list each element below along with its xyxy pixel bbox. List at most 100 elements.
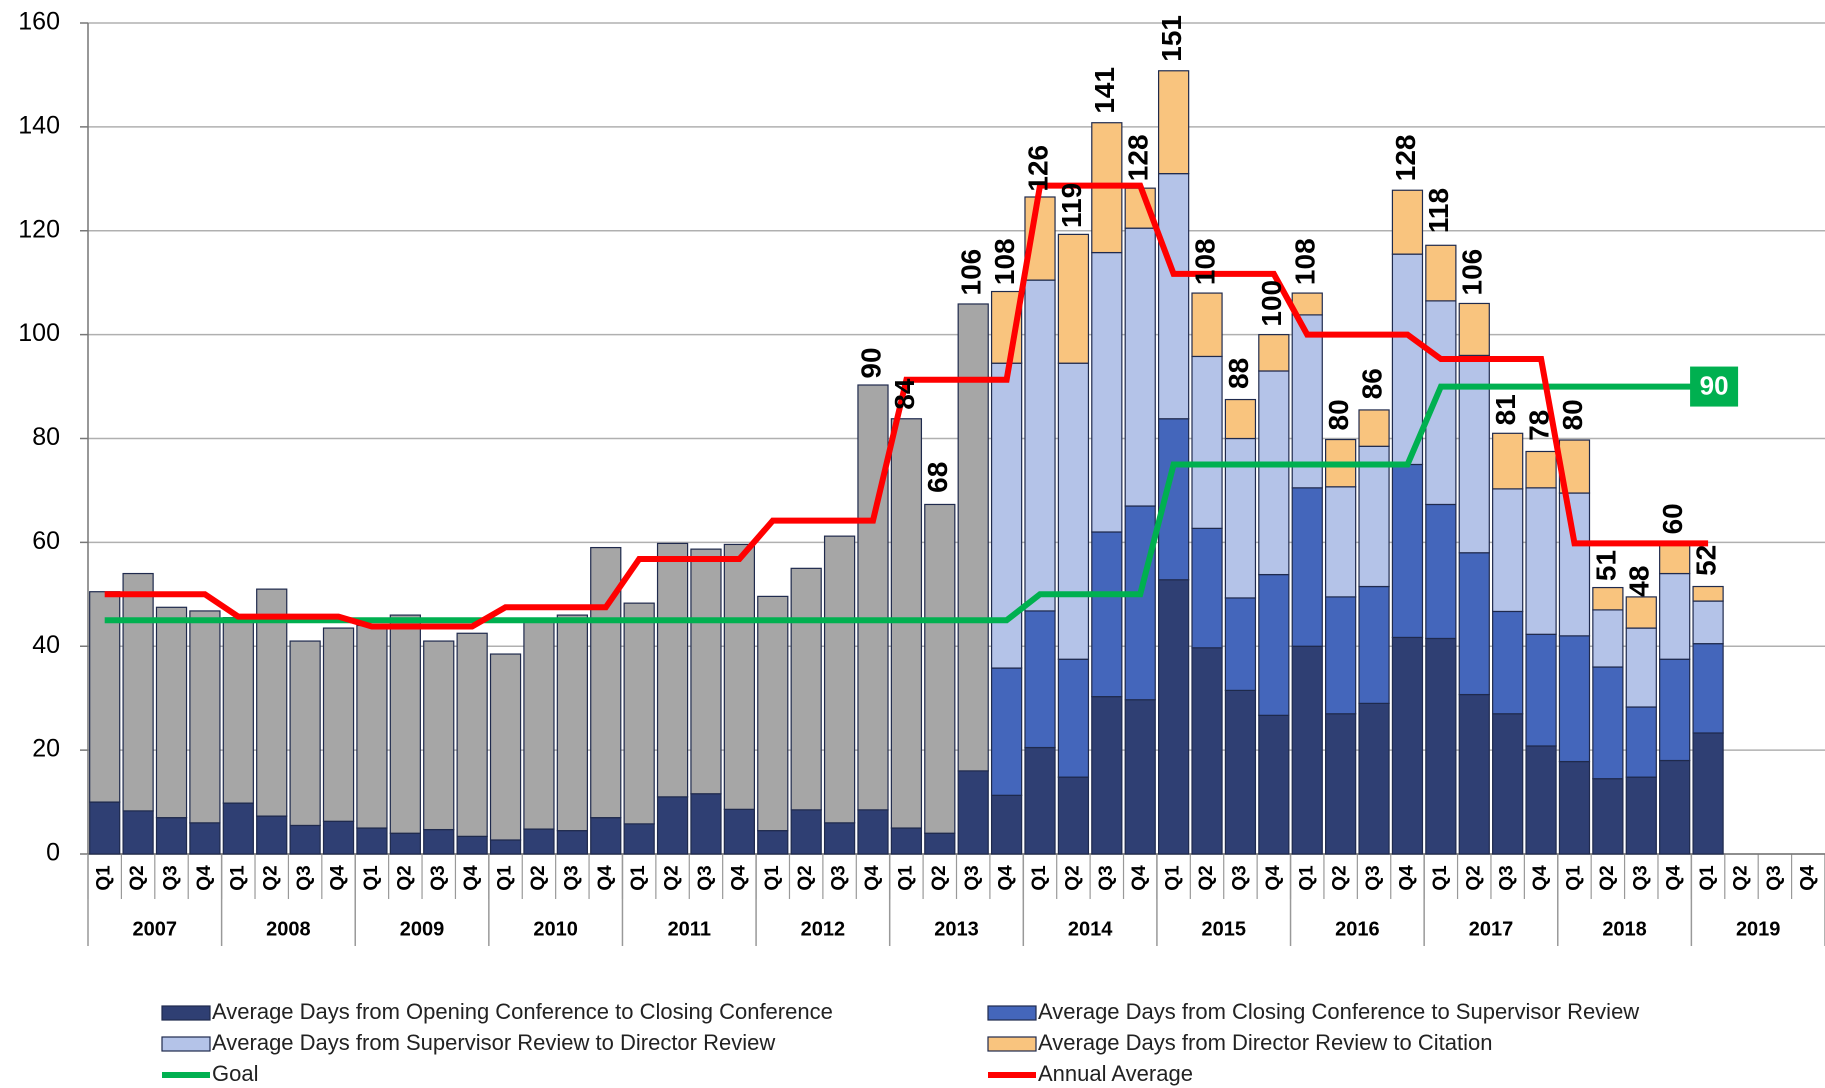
group-label: 2013 [934, 918, 979, 940]
bar-segment [189, 822, 221, 855]
total-label: 48 [1624, 566, 1655, 597]
bar-segment [790, 809, 822, 855]
bar-segment [1558, 635, 1591, 763]
legend-swatch [987, 1005, 1037, 1021]
total-label: 106 [1457, 249, 1488, 296]
line-series [104, 182, 1709, 630]
bar-segment [1625, 706, 1657, 778]
x-tick-label: Q3 [962, 865, 983, 890]
bar-segment [1191, 527, 1223, 649]
x-tick-label: Q1 [1563, 865, 1584, 891]
x-tick-label: Q1 [895, 865, 916, 891]
group-label: 2015 [1201, 918, 1246, 940]
bar-segment [1191, 292, 1223, 358]
x-tick-label: Q2 [662, 865, 683, 890]
bar-segment [256, 588, 288, 817]
bar-segment [1425, 244, 1457, 302]
bar-segment [757, 830, 789, 855]
bar-segment [656, 796, 689, 855]
bar-segment [1525, 745, 1557, 855]
legend-label: Goal [212, 1061, 258, 1086]
bar-segment [990, 667, 1023, 796]
x-tick-label: Q3 [695, 865, 716, 890]
bar-segment [1692, 600, 1724, 645]
x-tick-label: Q1 [762, 865, 783, 891]
x-tick-label: Q1 [1697, 865, 1718, 891]
bar-segment [1558, 760, 1591, 855]
bar-segment [1692, 643, 1724, 734]
x-tick-label: Q3 [1764, 865, 1785, 890]
x-tick-label: Q4 [1129, 865, 1150, 891]
x-tick-label: Q1 [628, 865, 649, 891]
x-tick-label: Q4 [728, 865, 749, 891]
bar-segment [957, 770, 989, 855]
y-tick-label: 60 [32, 527, 60, 555]
bar-segment [155, 606, 188, 819]
x-tick-label: Q3 [1363, 865, 1384, 890]
bar-segment [990, 794, 1023, 855]
legend-label: Average Days from Supervisor Review to D… [212, 1030, 775, 1055]
bar-segment [1425, 503, 1457, 640]
bar-segment [1057, 776, 1090, 855]
y-tick-label: 80 [32, 423, 60, 451]
legend-label: Annual Average [1038, 1061, 1193, 1086]
bar-segment [356, 827, 388, 855]
legend-label: Average Days from Closing Conference to … [1038, 999, 1639, 1024]
bar-segment [1525, 487, 1557, 635]
x-tick-label: Q1 [1029, 865, 1050, 891]
bar-segment [1391, 636, 1424, 855]
bar-segment [256, 815, 288, 855]
bar-segment [1425, 300, 1457, 506]
bar-segment [1224, 398, 1257, 440]
line-series [104, 383, 1709, 624]
group-label: 2009 [400, 918, 445, 940]
total-label: 108 [989, 238, 1020, 285]
goal-label-box [1690, 366, 1739, 407]
x-tick-label: Q1 [94, 865, 115, 891]
group-label: 2012 [801, 918, 846, 940]
bar-segment [1024, 279, 1056, 612]
bar-segment [1291, 314, 1323, 489]
x-tick-label: Q3 [294, 865, 315, 890]
bar-segment [924, 832, 956, 855]
bar-segment [1458, 552, 1490, 696]
bar-segment [1224, 689, 1257, 855]
bar-segment [790, 567, 822, 811]
x-tick-label: Q3 [428, 865, 449, 890]
bar-segment [1157, 579, 1190, 855]
total-label: 90 [855, 347, 886, 378]
bar-segment [623, 823, 655, 855]
total-label: 88 [1223, 358, 1254, 389]
bar-segment [222, 617, 254, 804]
bar-segment [1625, 627, 1657, 708]
x-tick-label: Q1 [495, 865, 516, 891]
bar-segment [1525, 450, 1557, 489]
x-tick-label: Q1 [1430, 865, 1451, 891]
total-label: 119 [1056, 183, 1087, 228]
bar-segment [1258, 370, 1290, 576]
group-label: 2019 [1736, 918, 1781, 940]
bar-segment [1492, 713, 1524, 855]
bar-segment [322, 820, 355, 855]
bar-segment [1492, 432, 1524, 490]
group-label: 2016 [1335, 918, 1380, 940]
x-tick-label: Q4 [862, 865, 883, 891]
bar-segment [1057, 233, 1090, 364]
x-tick-label: Q4 [1664, 865, 1685, 891]
x-tick-label: Q3 [1630, 865, 1651, 890]
total-label: 108 [1189, 238, 1220, 285]
bar-segment [823, 822, 856, 855]
bar-segment [122, 810, 154, 855]
total-label: 141 [1089, 67, 1120, 114]
y-tick-label: 40 [32, 631, 60, 659]
total-label: 68 [922, 462, 953, 493]
total-label: 108 [1290, 238, 1321, 285]
total-label: 60 [1657, 503, 1688, 534]
bar-segment [1391, 189, 1424, 255]
y-tick-label: 100 [18, 319, 60, 347]
x-tick-label: Q2 [1062, 865, 1083, 890]
bar-segment [1659, 759, 1691, 855]
legend-label: Average Days from Opening Conference to … [212, 999, 833, 1024]
bar-segment [1692, 732, 1724, 855]
total-label: 128 [1390, 134, 1421, 181]
